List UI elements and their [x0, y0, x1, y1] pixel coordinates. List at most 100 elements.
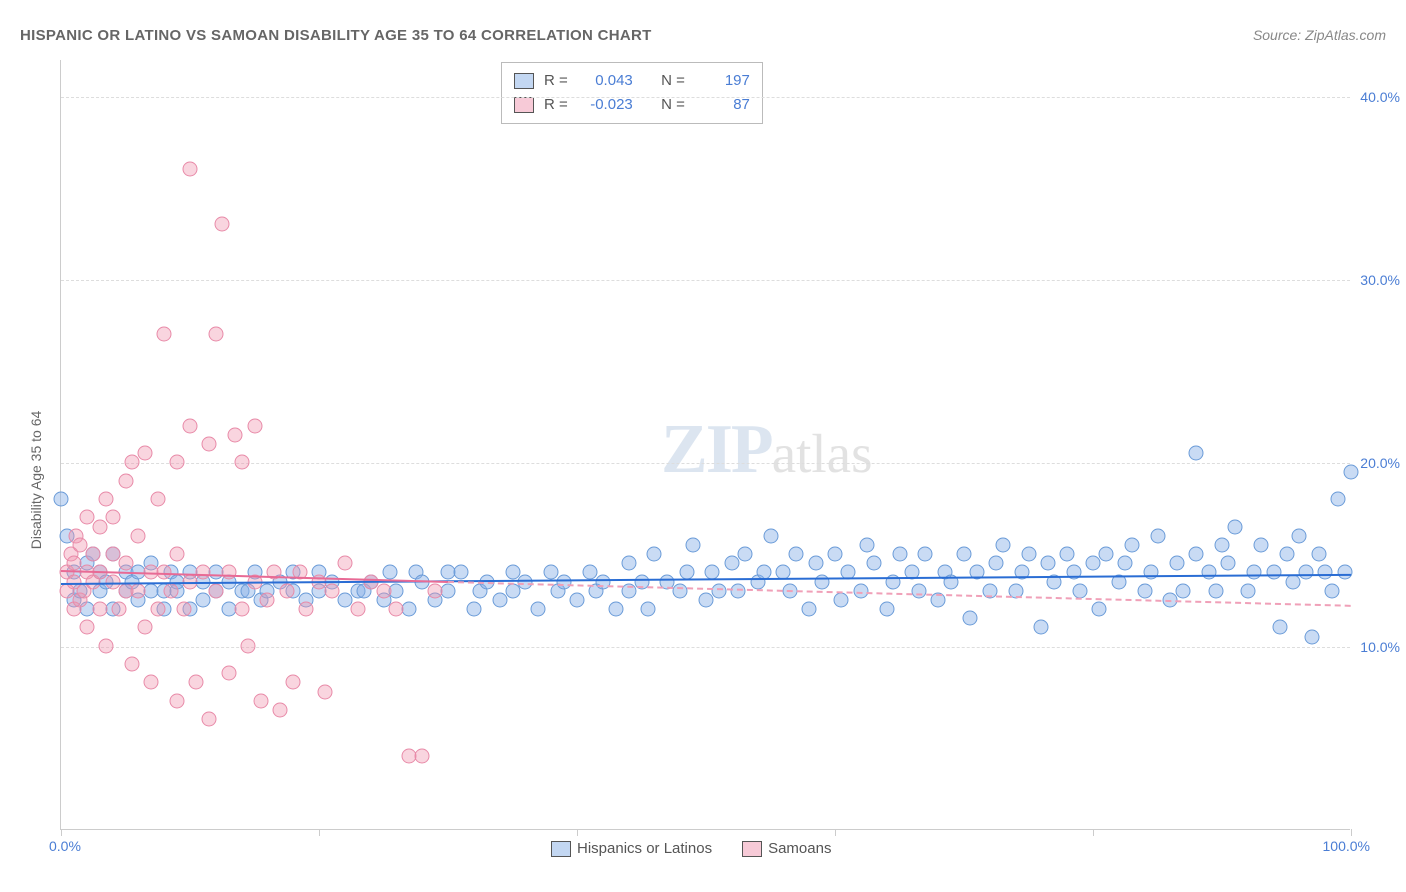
data-point [150, 602, 165, 617]
data-point [918, 547, 933, 562]
x-label-left: 0.0% [49, 838, 81, 854]
data-point [453, 565, 468, 580]
data-point [221, 666, 236, 681]
y-axis-label: Disability Age 35 to 64 [28, 411, 44, 550]
data-point [92, 519, 107, 534]
data-point [1021, 547, 1036, 562]
data-point [441, 583, 456, 598]
n-value-blue: 197 [695, 69, 750, 93]
data-point [428, 583, 443, 598]
data-point [1266, 565, 1281, 580]
data-point [195, 592, 210, 607]
x-tick [835, 829, 836, 836]
data-point [137, 620, 152, 635]
data-point [466, 602, 481, 617]
data-point [131, 528, 146, 543]
data-point [860, 537, 875, 552]
data-point [350, 602, 365, 617]
data-point [1227, 519, 1242, 534]
chart-title: HISPANIC OR LATINO VS SAMOAN DISABILITY … [20, 27, 652, 44]
data-point [815, 574, 830, 589]
data-point [279, 583, 294, 598]
data-point [673, 583, 688, 598]
data-point [1073, 583, 1088, 598]
legend-label-blue: Hispanics or Latinos [577, 840, 712, 857]
data-point [866, 556, 881, 571]
data-point [505, 583, 520, 598]
legend-item-pink: Samoans [742, 840, 831, 857]
data-point [92, 602, 107, 617]
chart-container: Disability Age 35 to 64 ZIPatlas R = 0.0… [20, 60, 1386, 880]
n-label: N = [661, 69, 685, 93]
data-point [1273, 620, 1288, 635]
data-point [234, 602, 249, 617]
data-point [1318, 565, 1333, 580]
x-tick [1351, 829, 1352, 836]
gridline [61, 280, 1350, 281]
legend-swatch-blue-icon [551, 841, 571, 857]
data-point [789, 547, 804, 562]
data-point [54, 492, 69, 507]
data-point [763, 528, 778, 543]
data-point [131, 583, 146, 598]
data-point [1189, 547, 1204, 562]
data-point [1247, 565, 1262, 580]
data-point [1331, 492, 1346, 507]
gridline [61, 463, 1350, 464]
data-point [1337, 565, 1352, 580]
data-point [253, 693, 268, 708]
data-point [183, 418, 198, 433]
r-value-blue: 0.043 [578, 69, 633, 93]
data-point [144, 675, 159, 690]
data-point [112, 602, 127, 617]
data-point [299, 602, 314, 617]
data-point [802, 602, 817, 617]
swatch-blue-icon [514, 73, 534, 89]
data-point [621, 556, 636, 571]
data-point [318, 684, 333, 699]
legend-label-pink: Samoans [768, 840, 831, 857]
data-point [215, 217, 230, 232]
data-point [711, 583, 726, 598]
plot-area: ZIPatlas R = 0.043 N = 197 R = -0.023 N … [60, 60, 1350, 830]
data-point [1098, 547, 1113, 562]
x-tick [61, 829, 62, 836]
data-point [286, 675, 301, 690]
data-point [1189, 446, 1204, 461]
data-point [608, 602, 623, 617]
data-point [1034, 620, 1049, 635]
data-point [1240, 583, 1255, 598]
y-tick-label: 30.0% [1360, 272, 1400, 288]
data-point [1253, 537, 1268, 552]
data-point [724, 556, 739, 571]
data-point [892, 547, 907, 562]
data-point [647, 547, 662, 562]
data-point [1169, 556, 1184, 571]
data-point [834, 592, 849, 607]
x-tick [1093, 829, 1094, 836]
data-point [86, 547, 101, 562]
data-point [1298, 565, 1313, 580]
data-point [557, 574, 572, 589]
data-point [324, 583, 339, 598]
data-point [808, 556, 823, 571]
data-point [99, 492, 114, 507]
data-point [963, 611, 978, 626]
data-point [170, 547, 185, 562]
data-point [1292, 528, 1307, 543]
data-point [1208, 583, 1223, 598]
data-point [389, 602, 404, 617]
data-point [105, 510, 120, 525]
data-point [79, 620, 94, 635]
data-point [737, 547, 752, 562]
data-point [124, 455, 139, 470]
data-point [1215, 537, 1230, 552]
stats-box: R = 0.043 N = 197 R = -0.023 N = 87 [501, 62, 763, 124]
data-point [402, 602, 417, 617]
data-point [1124, 537, 1139, 552]
data-point [995, 537, 1010, 552]
legend: Hispanics or Latinos Samoans [551, 840, 831, 857]
y-tick-label: 40.0% [1360, 89, 1400, 105]
data-point [415, 748, 430, 763]
data-point [376, 583, 391, 598]
